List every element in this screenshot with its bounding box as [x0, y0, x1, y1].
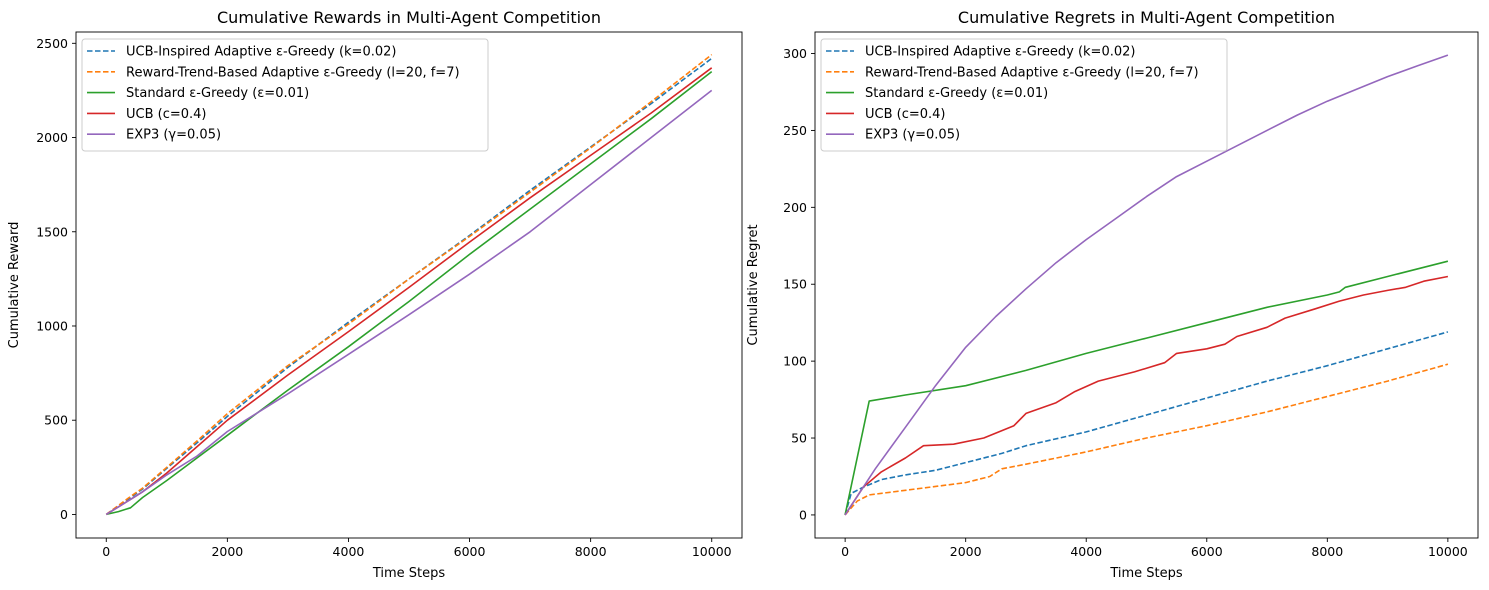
chart1-x-tick-label: 2000	[211, 544, 243, 559]
chart2-series-line-3	[844, 260, 1449, 516]
chart2-legend-label-5: EXP3 (γ=0.05)	[865, 128, 960, 143]
chart1-legend-label-5: EXP3 (γ=0.05)	[126, 128, 221, 143]
chart1-axes-frame	[75, 31, 743, 539]
chart1-x-tick-label: 6000	[454, 544, 486, 559]
chart2-series-line-4	[844, 275, 1449, 516]
chart1-x-tick-label: 4000	[333, 544, 365, 559]
chart1-y-tick-label: 2500	[36, 36, 68, 51]
chart2-y-tick-label: 250	[783, 123, 807, 138]
chart2-legend-box	[820, 38, 1228, 152]
chart1-series-line-3	[106, 70, 713, 516]
chart2-legend-label-1: UCB-Inspired Adaptive ε-Greedy (k=0.02)	[865, 45, 1135, 60]
chart2-series-line-1	[844, 331, 1449, 516]
chart2-x-tick-label: 10000	[1428, 544, 1468, 559]
chart2-axes-frame	[814, 31, 1479, 539]
chart1-y-tick-label: 500	[44, 413, 68, 428]
chart1-series-line-5	[105, 89, 713, 516]
chart2-title: Cumulative Regrets in Multi-Agent Compet…	[958, 8, 1335, 27]
chart1-series-line-2	[105, 53, 713, 516]
chart2-y-tick-label: 300	[783, 46, 807, 61]
chart1-legend-label-4: UCB (c=0.4)	[126, 107, 207, 122]
chart2-series-line-5	[844, 54, 1449, 516]
chart2-y-tick-label: 100	[783, 354, 807, 369]
chart2-y-tick-label: 50	[791, 431, 807, 446]
chart1-x-tick-label: 0	[102, 544, 110, 559]
chart2-x-tick-label: 0	[841, 544, 849, 559]
chart2-x-tick-label: 2000	[950, 544, 982, 559]
chart1-y-tick-label: 1500	[36, 224, 68, 239]
chart2-x-tick-label: 6000	[1191, 544, 1223, 559]
chart1-x-axis-label: Time Steps	[372, 566, 446, 581]
chart1-legend-box	[81, 38, 489, 152]
chart1-y-tick-label: 0	[60, 507, 68, 522]
chart2-x-axis-label: Time Steps	[1109, 566, 1183, 581]
chart1-legend-label-3: Standard ε-Greedy (ε=0.01)	[126, 86, 309, 101]
chart1-y-tick-label: 2000	[36, 130, 68, 145]
chart1-x-tick-label: 8000	[575, 544, 607, 559]
chart1-y-axis-label: Cumulative Reward	[7, 222, 22, 349]
chart1-x-tick-label: 10000	[692, 544, 732, 559]
chart2-legend-label-4: UCB (c=0.4)	[865, 107, 946, 122]
chart1-y-tick-label: 1000	[36, 318, 68, 333]
chart2-legend: UCB-Inspired Adaptive ε-Greedy (k=0.02) R…	[820, 38, 1228, 152]
chart1-axes-group: 0 2000 4000 6000 8000 10000 0 500 1000 1500 2000 25…	[7, 8, 743, 581]
chart2-axes-group: 0 2000 4000 6000 8000 10000 0 50 100 150 200 250 300…	[746, 8, 1479, 581]
chart2-x-tick-label: 4000	[1070, 544, 1102, 559]
chart2-series-line-2	[844, 363, 1449, 516]
chart2-x-tick-label: 8000	[1311, 544, 1343, 559]
chart2-y-tick-label: 150	[783, 277, 807, 292]
chart1-legend: UCB-Inspired Adaptive ε-Greedy (k=0.02) R…	[81, 38, 489, 152]
chart1-legend-label-2: Reward-Trend-Based Adaptive ε-Greedy (l=…	[126, 65, 460, 80]
chart2-y-tick-label: 0	[799, 507, 807, 522]
chart1-title: Cumulative Rewards in Multi-Agent Compet…	[217, 8, 601, 27]
chart2-y-tick-label: 200	[783, 200, 807, 215]
chart2-legend-label-3: Standard ε-Greedy (ε=0.01)	[865, 86, 1048, 101]
chart1-legend-label-1: UCB-Inspired Adaptive ε-Greedy (k=0.02)	[126, 45, 396, 60]
chart2-legend-label-2: Reward-Trend-Based Adaptive ε-Greedy (l=…	[865, 65, 1199, 80]
chart2-y-axis-label: Cumulative Regret	[746, 224, 761, 345]
